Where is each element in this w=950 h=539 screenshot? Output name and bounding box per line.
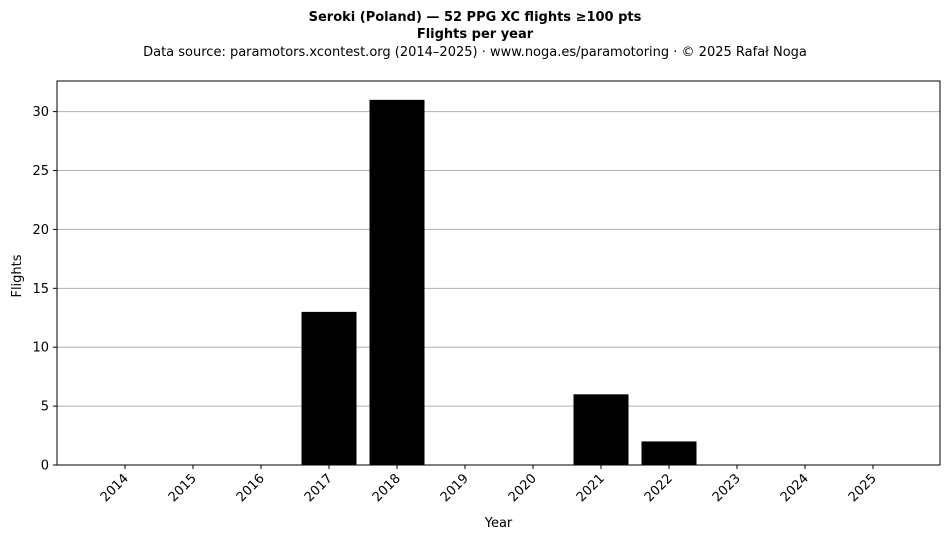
bar-2022 <box>641 441 697 465</box>
bar-2018 <box>369 99 425 466</box>
bars <box>301 99 697 466</box>
x-axis-ticks: 2014 2015 2016 2017 2018 2019 2020 2021 2022 2023… <box>98 465 880 505</box>
y-tick-label: 25 <box>32 164 49 179</box>
x-tick-label: 2019 <box>438 471 472 505</box>
x-tick-label: 2016 <box>234 471 268 505</box>
x-tick-label: 2020 <box>506 471 540 505</box>
x-tick-label: 2025 <box>846 471 880 505</box>
y-tick-label: 20 <box>32 223 49 238</box>
y-tick-label: 0 <box>41 459 49 474</box>
x-tick-label: 2021 <box>574 471 608 505</box>
plot-frame <box>56 80 941 466</box>
x-axis-label: Year <box>484 516 513 531</box>
x-tick-label: 2022 <box>642 471 676 505</box>
gridlines <box>57 111 940 466</box>
chart-subtitle: Data source: paramotors.xcontest.org (20… <box>143 45 807 60</box>
y-axis-ticks: 0 5 10 15 20 25 30 <box>32 105 57 474</box>
y-tick-label: 10 <box>32 341 49 356</box>
bar-2017 <box>301 311 357 465</box>
x-tick-label: 2017 <box>302 471 336 505</box>
y-tick-label: 30 <box>32 105 49 120</box>
x-tick-label: 2015 <box>166 471 200 505</box>
bar-2021 <box>573 394 629 465</box>
chart-title: Seroki (Poland) — 52 PPG XC flights ≥100… <box>309 10 642 25</box>
x-tick-label: 2018 <box>370 471 404 505</box>
chart-title-line2: Flights per year <box>417 27 534 42</box>
y-tick-label: 5 <box>41 400 49 415</box>
y-axis-label: Flights <box>10 254 25 297</box>
x-tick-label: 2024 <box>778 471 812 505</box>
x-tick-label: 2023 <box>710 471 744 505</box>
x-tick-label: 2014 <box>98 471 132 505</box>
y-tick-label: 15 <box>32 282 49 297</box>
